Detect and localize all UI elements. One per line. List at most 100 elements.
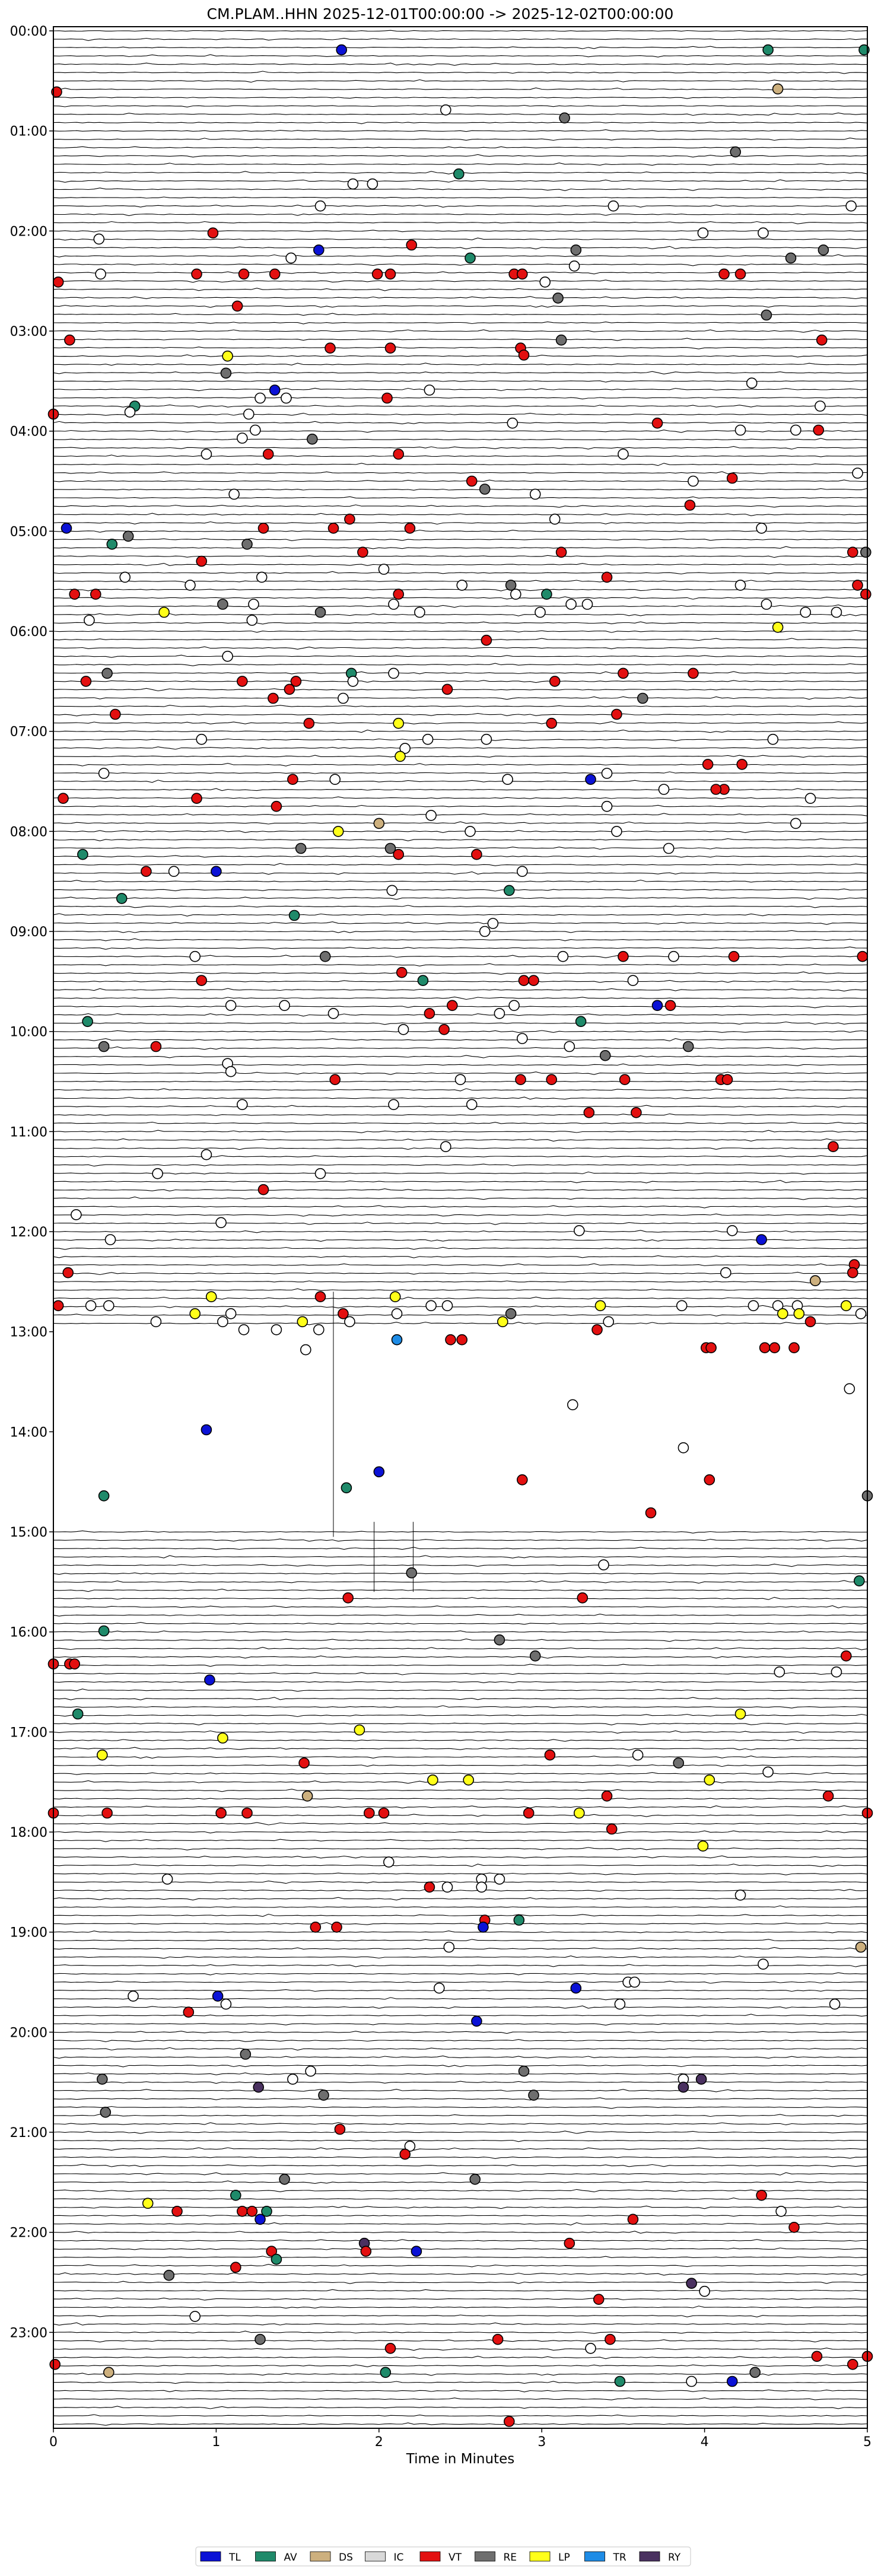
event-marker: [255, 392, 266, 404]
trace-line: [53, 913, 868, 917]
event-marker: [756, 522, 767, 534]
event-marker: [168, 866, 180, 877]
event-marker: [103, 1300, 115, 1312]
event-marker: [393, 848, 405, 860]
y-tick-label: 21:00: [10, 2126, 47, 2141]
trace-line: [53, 1588, 867, 1592]
event-marker: [790, 424, 802, 436]
y-tick-label: 02:00: [10, 224, 47, 239]
event-marker: [809, 1275, 821, 1286]
legend-label: IC: [394, 2552, 404, 2564]
trace-line: [53, 230, 868, 233]
event-marker: [422, 733, 434, 745]
event-marker: [503, 885, 515, 896]
trace-line: [53, 1071, 868, 1075]
event-marker: [171, 2206, 183, 2217]
event-marker: [513, 1914, 525, 1926]
event-legend: TL AV DS IC VT RE LP TR RY: [195, 2546, 691, 2567]
trace-line: [53, 2023, 868, 2026]
trace-line: [53, 1830, 867, 1834]
event-marker: [262, 449, 274, 460]
x-axis-label: Time in Minutes: [406, 2451, 514, 2467]
event-marker: [279, 1000, 290, 1012]
event-marker: [637, 692, 648, 704]
trace-line: [53, 871, 868, 875]
trace-line: [53, 71, 868, 74]
trace-line: [53, 1772, 868, 1775]
y-tick-label: 14:00: [10, 1425, 47, 1440]
trace-line: [53, 1780, 868, 1784]
event-marker: [313, 1324, 325, 1335]
trace-line: [53, 713, 868, 717]
event-marker: [150, 1041, 162, 1052]
event-marker: [481, 733, 492, 745]
event-marker: [552, 292, 564, 304]
y-tick-label: 00:00: [10, 24, 47, 39]
event-marker: [601, 1791, 613, 1802]
legend-label: AV: [284, 2552, 298, 2564]
event-marker: [384, 342, 396, 354]
event-marker: [215, 1217, 227, 1229]
trace-line: [53, 1205, 868, 1209]
event-marker: [705, 1342, 717, 1353]
trace-line: [53, 671, 868, 675]
y-tick-label: 10:00: [10, 1025, 47, 1040]
trace-line: [53, 813, 868, 816]
event-marker: [614, 1998, 626, 2010]
event-marker: [238, 268, 250, 280]
trace-line: [53, 2397, 868, 2400]
event-marker: [191, 793, 202, 804]
trace-line: [53, 179, 868, 183]
event-marker: [529, 488, 541, 500]
event-marker: [734, 268, 746, 280]
legend-label: LP: [558, 2552, 570, 2564]
event-marker: [256, 571, 268, 583]
trace-line: [53, 971, 868, 975]
event-marker: [594, 1300, 606, 1312]
event-marker: [287, 774, 298, 785]
event-marker: [69, 589, 80, 600]
event-marker: [266, 2246, 278, 2257]
event-marker: [516, 268, 528, 280]
trace-line: [53, 1179, 868, 1184]
trace-line: [53, 2330, 868, 2334]
event-marker: [58, 793, 69, 804]
event-marker: [746, 377, 758, 389]
legend-swatch: [529, 2551, 551, 2562]
event-marker: [189, 950, 201, 962]
event-marker: [788, 1342, 800, 1353]
trace-line: [53, 2205, 868, 2209]
event-marker: [389, 1291, 401, 1302]
event-marker: [71, 1209, 82, 1220]
event-marker: [777, 1308, 788, 1319]
trace-line: [53, 788, 868, 791]
event-marker: [411, 2246, 422, 2257]
event-marker: [212, 1990, 224, 2002]
trace-line: [53, 2147, 868, 2151]
trace-line: [53, 1847, 868, 1850]
event-marker: [555, 546, 567, 558]
event-marker: [608, 200, 619, 212]
legend-swatch: [639, 2551, 660, 2562]
trace-line: [53, 946, 868, 950]
event-marker: [363, 1807, 375, 1819]
trace-line: [53, 214, 868, 217]
trace-line: [53, 638, 868, 641]
event-marker: [433, 1982, 445, 1994]
event-marker: [378, 564, 390, 575]
event-marker: [207, 227, 219, 239]
event-marker: [699, 2285, 710, 2297]
trace-line: [53, 1088, 868, 1092]
legend-swatch: [584, 2551, 605, 2562]
trace-line: [53, 705, 868, 708]
event-marker: [831, 606, 842, 618]
legend-swatch: [310, 2551, 331, 2562]
trace-line: [53, 30, 868, 32]
trace-line: [53, 304, 868, 308]
trace-line: [53, 538, 868, 541]
trace-line: [53, 2215, 868, 2217]
trace-line: [53, 721, 868, 724]
trace-line: [53, 1255, 868, 1258]
event-marker: [240, 2049, 252, 2060]
event-marker: [106, 538, 118, 550]
